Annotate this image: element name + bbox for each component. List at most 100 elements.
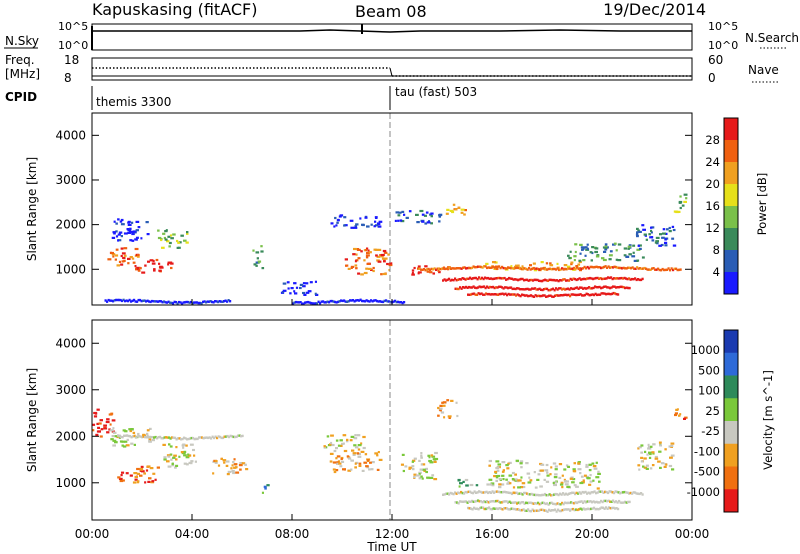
velocity-pixel [520, 476, 523, 479]
velocity-band-pixel [562, 492, 565, 495]
power-band-pixel [484, 286, 487, 290]
power-band-pixel [462, 286, 465, 289]
power-band-pixel [567, 267, 570, 270]
power-band-pixel [464, 278, 467, 281]
power-band-pixel [627, 286, 630, 290]
velocity-band-pixel [478, 500, 481, 503]
velocity-pixel [469, 483, 474, 487]
power-pixel [678, 201, 682, 204]
velocity-pixel [533, 471, 536, 474]
power-band-pixel [612, 291, 615, 295]
velocity-band-pixel [626, 491, 629, 494]
velocity-pixel [100, 428, 104, 431]
velocity-pixel [520, 466, 523, 469]
velocity-band-pixel [533, 509, 536, 513]
power-band-pixel [472, 265, 475, 268]
power-pixel [286, 281, 290, 284]
power-band-pixel [602, 277, 605, 280]
power-band-pixel [571, 287, 574, 291]
colorbar-swatch [724, 184, 738, 207]
velocity-band-pixel [168, 436, 171, 439]
power-band-pixel [305, 301, 308, 304]
power-pixel [357, 272, 361, 275]
velocity-band-pixel [484, 491, 487, 494]
power-band-pixel [221, 300, 224, 303]
velocity-band-pixel [585, 507, 588, 511]
power-pixel [637, 244, 640, 247]
power-pixel [382, 249, 387, 253]
power-band-pixel [614, 292, 617, 295]
power-band-pixel [299, 301, 302, 304]
power-band-pixel [471, 266, 474, 270]
velocity-band-pixel [516, 508, 519, 511]
power-pixel [158, 262, 161, 265]
power-band-pixel [493, 277, 496, 280]
velocity-band-pixel [573, 502, 576, 505]
velocity-band-pixel [511, 501, 514, 504]
power-pixel [129, 256, 133, 259]
power-band-pixel [595, 265, 598, 268]
power-band-pixel [470, 293, 473, 296]
velocity-pixel [670, 444, 674, 448]
velocity-band-pixel [508, 500, 511, 503]
velocity-pixel [348, 457, 352, 460]
power-pixel [380, 255, 384, 258]
power-band-pixel [227, 299, 230, 302]
velocity-band-pixel [483, 507, 486, 511]
power-band-pixel [522, 266, 525, 270]
power-pixel [400, 220, 405, 223]
velocity-band-pixel [576, 508, 579, 512]
velocity-pixel [528, 476, 531, 479]
power-pixel [623, 247, 628, 250]
power-pixel [382, 272, 387, 276]
power-pixel [376, 259, 380, 262]
power-pixel [394, 219, 397, 222]
velocity-pixel [339, 465, 343, 468]
power-pixel [378, 220, 383, 223]
velocity-band-pixel [488, 506, 491, 509]
velocity-pixel [233, 458, 236, 461]
power-band-pixel [128, 298, 131, 302]
velocity-band-pixel [589, 492, 592, 495]
power-band-pixel [463, 266, 466, 269]
power-pixel [408, 210, 412, 213]
power-band-pixel [388, 300, 391, 303]
velocity-band-pixel [448, 493, 451, 496]
power-band-pixel [576, 293, 579, 297]
velocity-band-pixel [452, 492, 455, 496]
power-pixel [165, 229, 168, 232]
power-band-pixel [519, 288, 522, 291]
power-band-pixel [632, 278, 635, 281]
power-band-pixel [641, 277, 644, 281]
power-pixel [651, 236, 654, 239]
power-band-pixel [519, 266, 522, 270]
velocity-band-pixel [535, 502, 538, 505]
power-band-pixel [319, 302, 322, 305]
velocity-band-pixel [567, 508, 570, 511]
power-pixel [452, 203, 456, 206]
velocity-pixel [350, 468, 353, 471]
velocity-band-pixel [222, 436, 225, 440]
power-pixel [113, 220, 116, 223]
power-band-pixel [118, 298, 121, 302]
power-band-pixel [454, 267, 457, 270]
colorbar-swatch [724, 272, 738, 295]
velocity-pixel [187, 453, 190, 456]
power-band-pixel [608, 292, 611, 296]
power-pixel [162, 232, 166, 235]
power-band-pixel [511, 267, 514, 270]
velocity-pixel [549, 473, 552, 476]
velocity-pixel [154, 478, 157, 481]
power-band-pixel [504, 286, 507, 289]
power-pixel [411, 273, 415, 276]
velocity-band-pixel [240, 435, 243, 438]
power-pixel [601, 257, 605, 260]
power-band-pixel [191, 302, 194, 305]
power-band-pixel [508, 266, 511, 269]
velocity-band-pixel [558, 509, 561, 513]
power-band-pixel [502, 277, 505, 280]
power-band-pixel [468, 285, 471, 289]
velocity-pixel [261, 491, 264, 494]
power-band-pixel [592, 266, 595, 269]
